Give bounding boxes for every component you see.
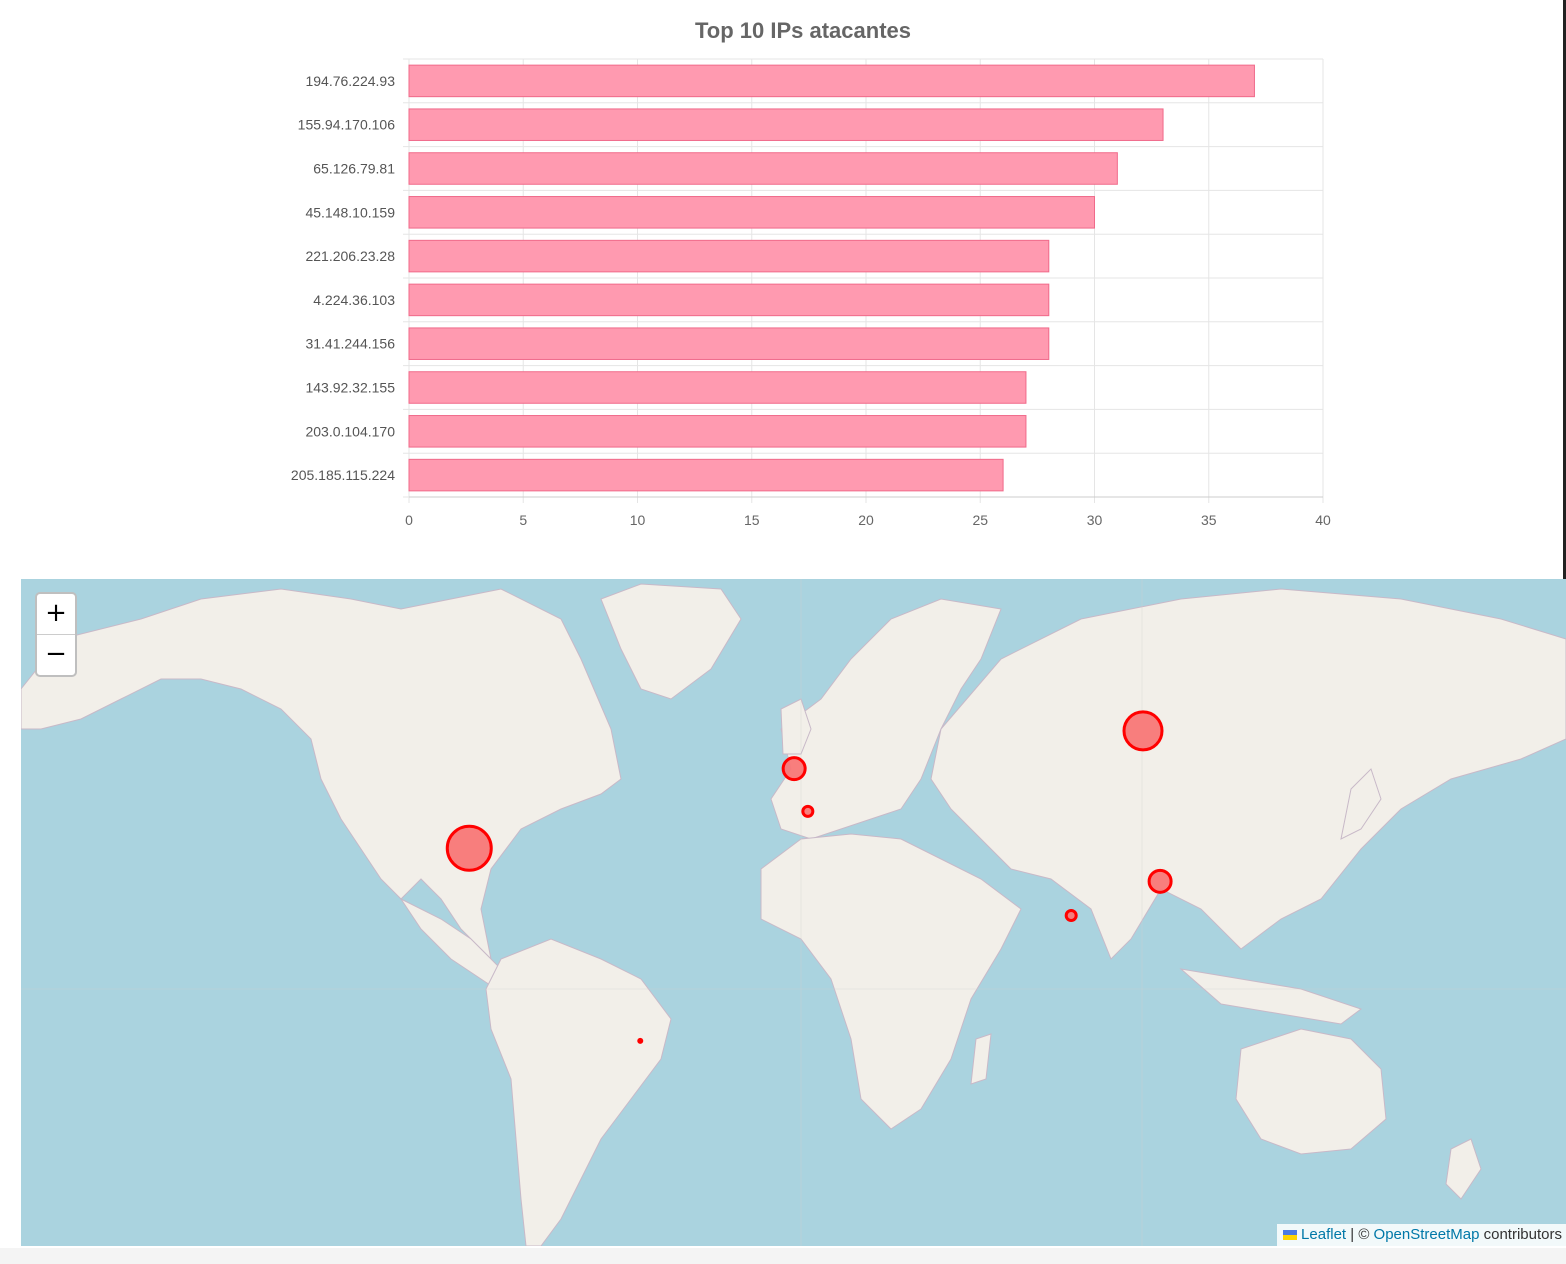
- bar[interactable]: [408, 415, 1027, 448]
- bar-chart: Top 10 IPs atacantes 194.76.224.93 155.94…: [291, 18, 1331, 528]
- x-tick-label: 25: [972, 512, 988, 528]
- openstreetmap-link[interactable]: OpenStreetMap: [1373, 1226, 1480, 1243]
- land-africa: [760, 833, 1022, 1130]
- y-tick-label: 143.92.32.155: [305, 380, 395, 396]
- marker-russia[interactable]: [1122, 710, 1164, 752]
- map-tiles[interactable]: [21, 579, 1566, 1246]
- x-axis-labels: 0 5 10 15 20 25 30 35 40: [405, 512, 1331, 528]
- bar[interactable]: [408, 371, 1027, 404]
- land-north-america: [21, 588, 622, 961]
- y-tick-label: 155.94.170.106: [298, 117, 396, 133]
- land-madagascar: [970, 1033, 992, 1085]
- x-tick-label: 5: [519, 512, 527, 528]
- x-tick-label: 20: [858, 512, 874, 528]
- marker-china[interactable]: [1147, 868, 1173, 894]
- leaflet-link[interactable]: Leaflet: [1301, 1226, 1347, 1243]
- marker-india[interactable]: [1064, 908, 1078, 922]
- y-tick-label: 203.0.104.170: [305, 423, 395, 439]
- marker-united-states[interactable]: [445, 824, 493, 872]
- world-map[interactable]: + − Leaflet | © OpenStreetMap contributo…: [21, 579, 1566, 1246]
- page-edge: [1563, 0, 1566, 579]
- map-attribution: Leaflet | © OpenStreetMap contributors: [1277, 1224, 1566, 1246]
- x-tick-label: 0: [405, 512, 413, 528]
- bar[interactable]: [408, 327, 1050, 360]
- horizontal-scrollbar[interactable]: [0, 1248, 1566, 1264]
- y-tick-label: 65.126.79.81: [313, 161, 395, 177]
- land-new-zealand: [1445, 1138, 1482, 1200]
- y-tick-label: 4.224.36.103: [313, 292, 395, 308]
- x-tick-label: 35: [1201, 512, 1217, 528]
- land-indonesia: [1179, 968, 1363, 1025]
- bar[interactable]: [408, 152, 1118, 185]
- y-tick-label: 205.185.115.224: [291, 467, 395, 483]
- x-tick-label: 30: [1087, 512, 1103, 528]
- bar[interactable]: [408, 64, 1255, 98]
- marker-united-kingdom[interactable]: [781, 756, 807, 782]
- map-markers: [445, 710, 1173, 1044]
- zoom-control: + −: [35, 592, 77, 677]
- land-south-america: [485, 938, 672, 1246]
- land-australia: [1235, 1028, 1387, 1155]
- bar[interactable]: [408, 196, 1095, 229]
- land-europe: [770, 598, 1002, 840]
- bar[interactable]: [408, 458, 1004, 492]
- y-tick-label: 194.76.224.93: [305, 73, 395, 89]
- chart-bars: [408, 64, 1255, 492]
- land-uk: [780, 698, 812, 755]
- x-tick-label: 10: [630, 512, 646, 528]
- y-axis-labels: 194.76.224.93 155.94.170.106 65.126.79.81 4…: [291, 73, 395, 483]
- y-tick-label: 221.206.23.28: [305, 248, 395, 264]
- marker-brazil[interactable]: [637, 1037, 644, 1044]
- attribution-suffix: contributors: [1479, 1226, 1562, 1243]
- bar[interactable]: [408, 108, 1164, 141]
- marker-france[interactable]: [801, 804, 815, 818]
- x-tick-label: 40: [1315, 512, 1331, 528]
- y-tick-label: 45.148.10.159: [305, 204, 395, 220]
- chart-title: Top 10 IPs atacantes: [695, 18, 911, 43]
- y-tick-label: 31.41.244.156: [305, 336, 395, 352]
- chart-container: Top 10 IPs atacantes 194.76.224.93 155.94…: [0, 0, 1566, 560]
- ukraine-flag-icon: [1283, 1230, 1298, 1240]
- land-asia: [930, 588, 1566, 960]
- land-greenland: [600, 583, 742, 700]
- zoom-in-button[interactable]: +: [37, 594, 75, 635]
- bar[interactable]: [408, 283, 1050, 317]
- bar[interactable]: [408, 239, 1050, 273]
- attribution-separator: | ©: [1346, 1226, 1374, 1243]
- zoom-out-button[interactable]: −: [45, 639, 67, 669]
- land-japan: [1340, 768, 1382, 840]
- x-tick-label: 15: [744, 512, 760, 528]
